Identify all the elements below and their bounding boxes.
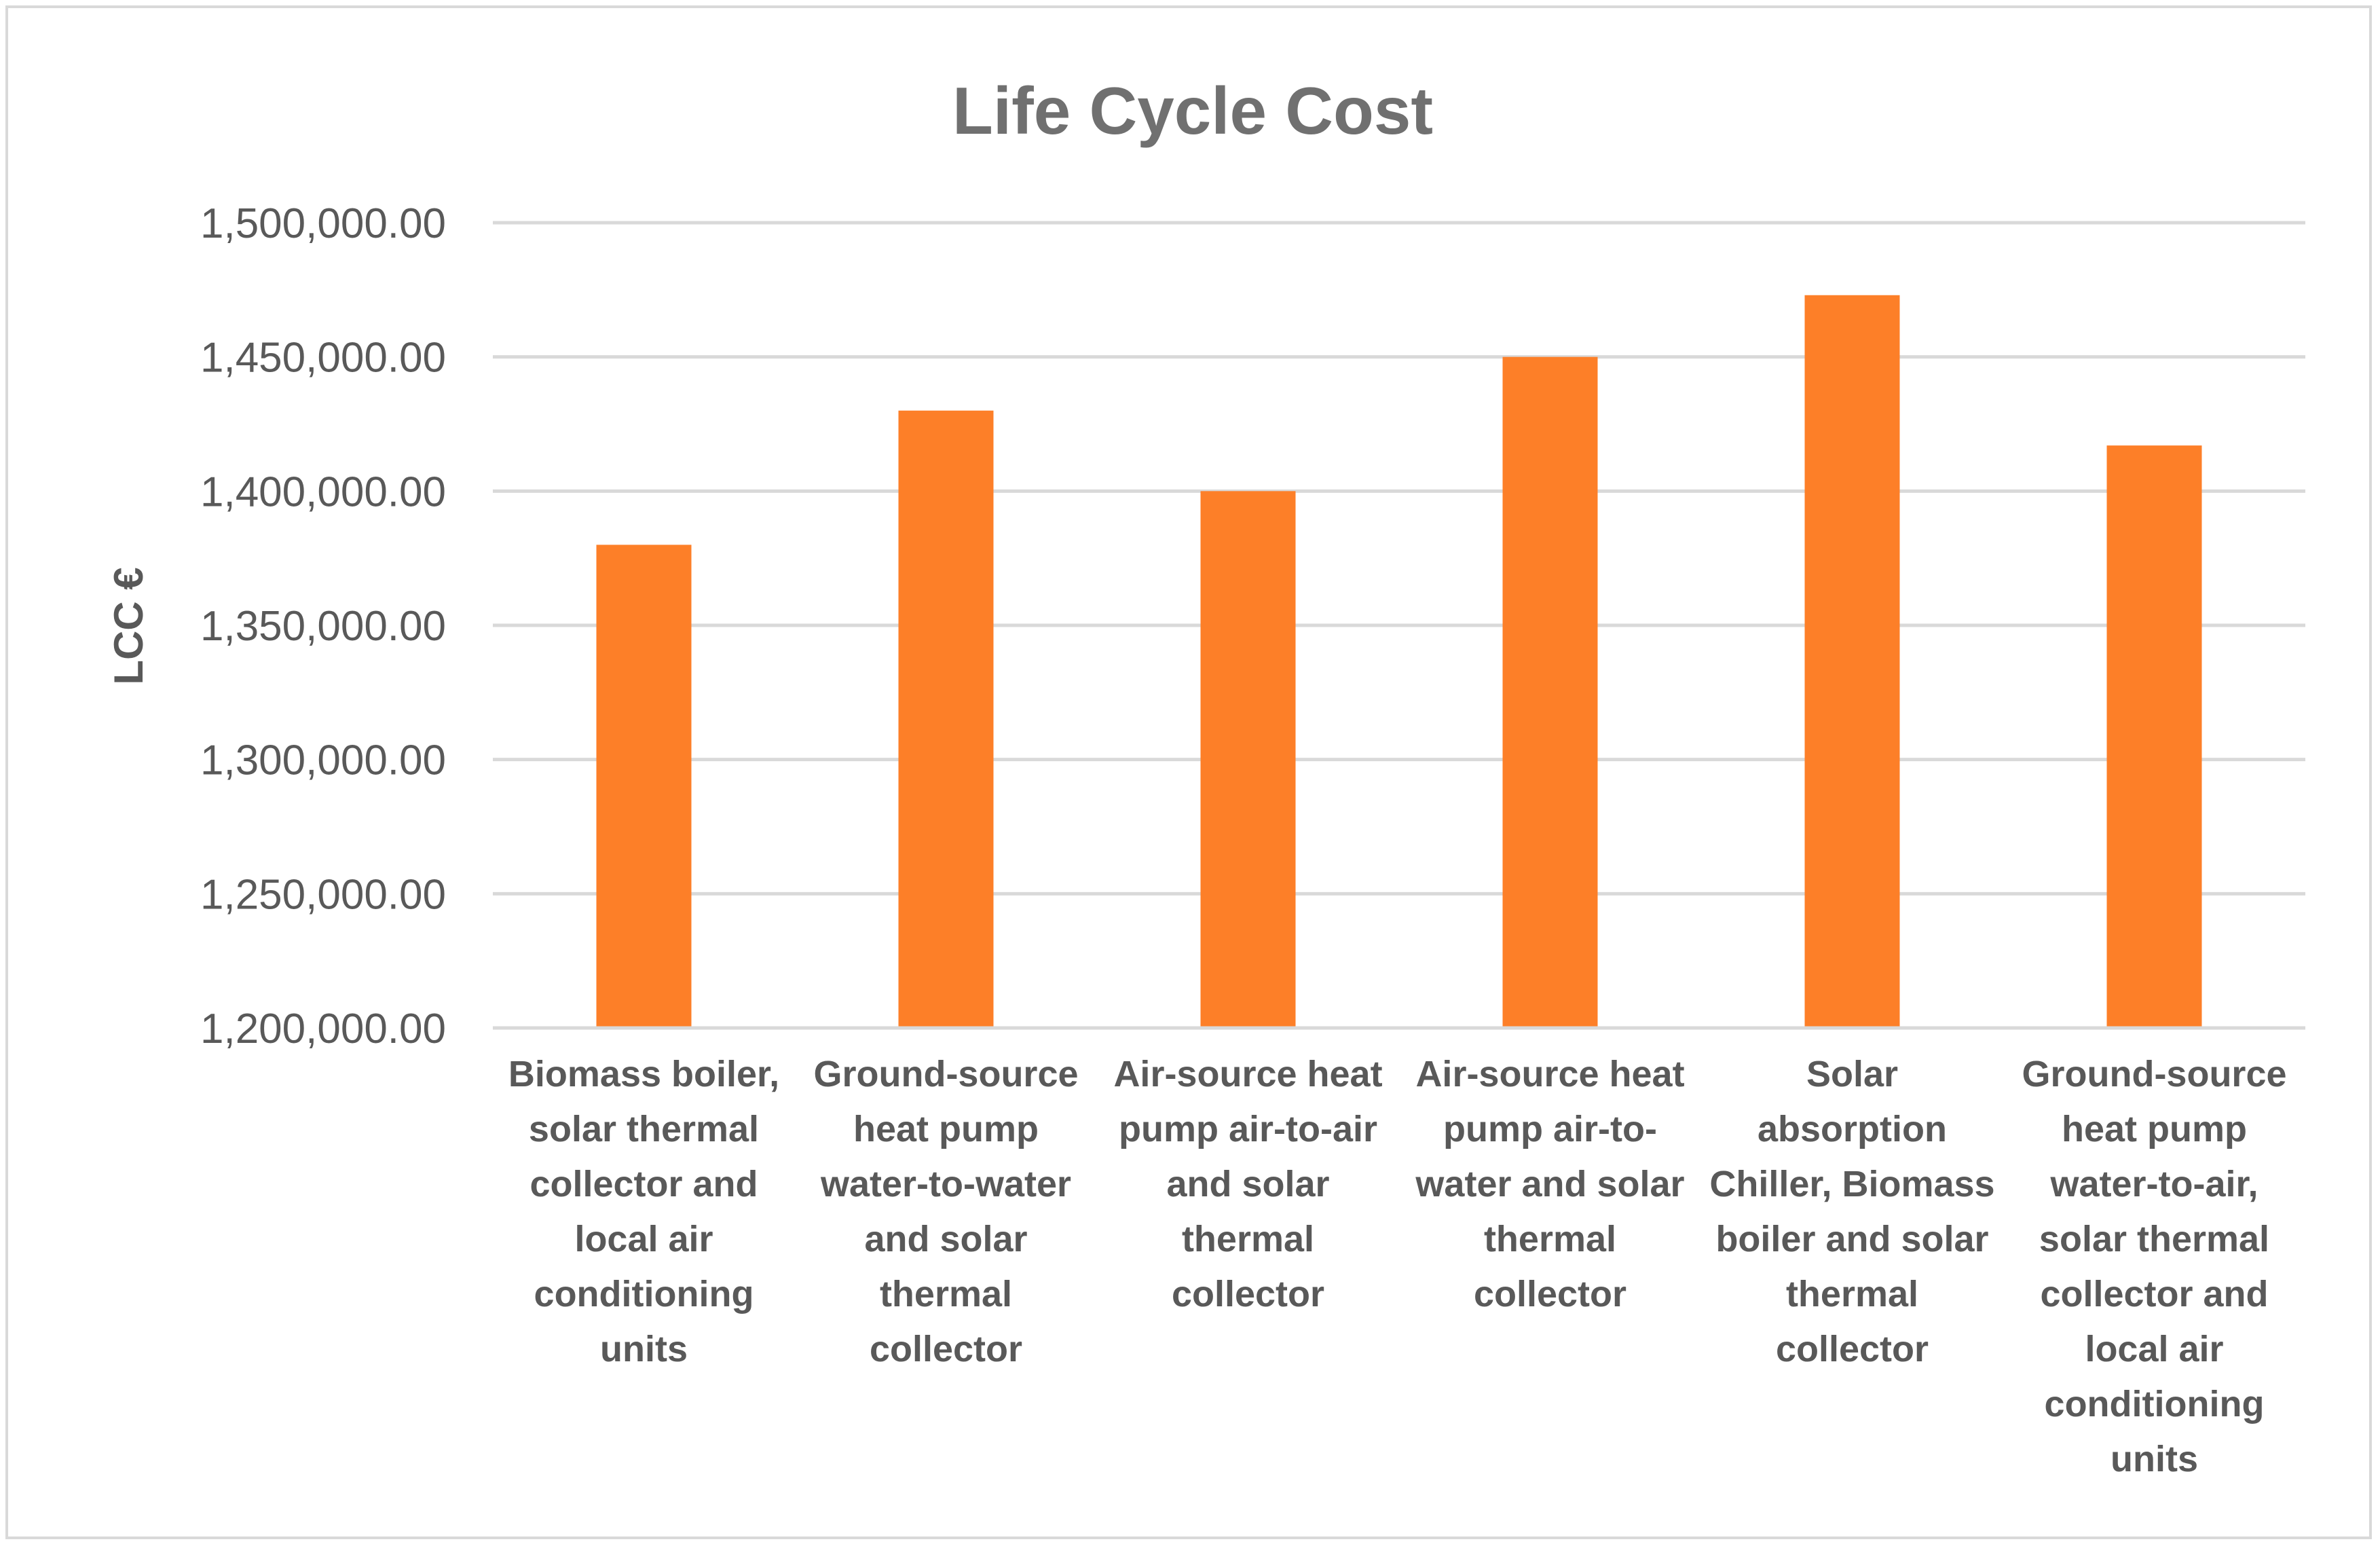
bar	[1200, 491, 1296, 1028]
x-tick-label: Air-source heat pump air-to-water and sol…	[1415, 1054, 1684, 1314]
x-tick-label-line: pump air-to-air	[1119, 1109, 1377, 1149]
x-tick-label-line: collector	[1776, 1329, 1929, 1369]
y-axis-ticks: 1,200,000.00 1,250,000.00 1,300,000.00 1,35…	[200, 200, 446, 1052]
x-tick-label-line: and solar	[1166, 1164, 1329, 1204]
x-tick-label: Solar absorption Chiller, Biomass boiler an…	[1709, 1054, 1994, 1369]
y-tick-label: 1,350,000.00	[200, 603, 446, 650]
x-tick-label-line: solar thermal	[529, 1109, 759, 1149]
y-tick-label: 1,300,000.00	[200, 737, 446, 784]
x-tick-label-line: thermal	[1786, 1274, 1918, 1314]
x-tick-label-line: collector and	[529, 1164, 758, 1204]
x-tick-label-line: Solar	[1806, 1054, 1898, 1094]
x-tick-label-line: thermal	[1484, 1219, 1616, 1259]
x-tick-label-line: Air-source heat	[1113, 1054, 1382, 1094]
x-tick-label-line: water-to-water	[820, 1164, 1071, 1204]
x-tick-label-line: conditioning	[534, 1274, 754, 1314]
x-tick-label: Air-source heat pump air-to-air and solar t…	[1113, 1054, 1382, 1314]
x-tick-label-line: collector	[1474, 1274, 1626, 1314]
x-tick-label-line: boiler and solar	[1715, 1219, 1988, 1259]
x-tick-label-line: units	[2111, 1439, 2198, 1479]
chart-frame: Life Cycle Cost LCC € 1,200,000.00 1,250,…	[5, 5, 2372, 1539]
bar-chart: Life Cycle Cost LCC € 1,200,000.00 1,250,…	[106, 73, 2305, 1479]
x-tick-label-line: Biomass boiler,	[508, 1054, 779, 1094]
x-tick-label-line: absorption	[1758, 1109, 1947, 1149]
x-tick-label-line: Ground-source	[813, 1054, 1078, 1094]
bar	[1804, 295, 1900, 1028]
x-tick-label-line: collector and	[2040, 1274, 2268, 1314]
x-tick-label: Biomass boiler, solar thermal collector an…	[508, 1054, 779, 1369]
x-tick-label-line: heat pump	[2062, 1109, 2247, 1149]
x-tick-label-line: solar thermal	[2039, 1219, 2269, 1259]
x-tick-label: Ground-source heat pump water-to-air, solar…	[2022, 1054, 2286, 1479]
x-tick-label-line: local air	[2085, 1329, 2223, 1369]
y-tick-label: 1,500,000.00	[200, 200, 446, 247]
y-tick-label: 1,250,000.00	[200, 871, 446, 918]
x-tick-label-line: Chiller, Biomass	[1709, 1164, 1994, 1204]
x-tick-label-line: collector	[870, 1329, 1022, 1369]
x-tick-label: Ground-source heat pump water-to-water and …	[813, 1054, 1078, 1369]
bar	[1502, 356, 1598, 1028]
x-tick-label-line: local air	[574, 1219, 713, 1259]
bar	[596, 545, 692, 1028]
y-tick-label: 1,450,000.00	[200, 335, 446, 382]
gridlines	[493, 221, 2305, 896]
bar	[2106, 445, 2202, 1028]
y-axis-label: LCC €	[106, 567, 151, 684]
x-tick-label-line: pump air-to-	[1443, 1109, 1657, 1149]
x-tick-label-line: units	[600, 1329, 688, 1369]
x-tick-label-line: collector	[1172, 1274, 1324, 1314]
x-tick-label-line: Air-source heat	[1415, 1054, 1684, 1094]
bars	[596, 295, 2202, 1028]
x-tick-label-line: thermal	[880, 1274, 1012, 1314]
x-tick-label-line: heat pump	[853, 1109, 1039, 1149]
chart-title: Life Cycle Cost	[952, 73, 1433, 148]
x-tick-label-line: and solar	[864, 1219, 1027, 1259]
x-tick-label-line: Ground-source	[2022, 1054, 2286, 1094]
x-tick-label-line: conditioning	[2045, 1384, 2265, 1424]
y-tick-label: 1,200,000.00	[200, 1006, 446, 1052]
y-tick-label: 1,400,000.00	[200, 468, 446, 515]
x-tick-label-line: water and solar	[1415, 1164, 1684, 1204]
bar	[898, 410, 994, 1028]
x-tick-label-line: thermal	[1182, 1219, 1314, 1259]
x-tick-label-line: water-to-air,	[2049, 1164, 2258, 1204]
x-axis-ticks: Biomass boiler, solar thermal collector an…	[508, 1054, 2287, 1479]
